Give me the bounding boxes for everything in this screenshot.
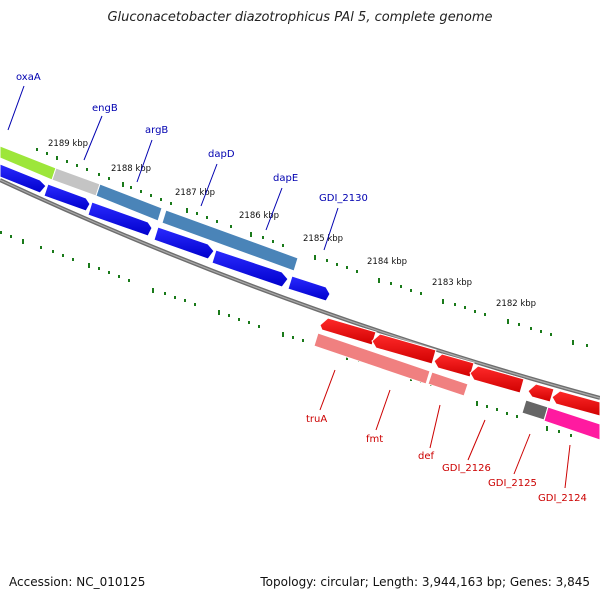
gene-arrow-engB[interactable]	[43, 183, 91, 212]
gene-label-engB[interactable]: engB	[92, 103, 118, 114]
gene-label-dapE[interactable]: dapE	[273, 173, 298, 184]
gene-label-argB[interactable]: argB	[145, 125, 168, 136]
map-title: Gluconacetobacter diazotrophicus PAl 5, …	[107, 10, 493, 25]
gene-feature-def[interactable]	[427, 371, 469, 397]
forward-strand-arrows	[0, 163, 331, 302]
kbp-label: 2186 kbp	[239, 211, 279, 221]
reverse-leader-lines	[319, 369, 571, 489]
gene-label-GDI_2125[interactable]: GDI_2125	[488, 478, 537, 489]
gene-arrow-def[interactable]	[433, 353, 475, 378]
gene-label-fmt[interactable]: fmt	[366, 434, 383, 445]
gene-arrow-argB[interactable]	[87, 201, 153, 237]
forward-strand-genes	[0, 145, 299, 272]
gene-arrow-dapD[interactable]	[153, 226, 215, 260]
kbp-label: 2188 kbp	[111, 164, 151, 174]
gene-feature-GDI_2124[interactable]	[543, 406, 600, 441]
gene-label-GDI_2130[interactable]: GDI_2130	[319, 193, 368, 204]
gene-arrow-oxaA[interactable]	[0, 163, 47, 194]
gene-label-dapD[interactable]: dapD	[208, 149, 235, 160]
gene-label-def[interactable]: def	[418, 451, 435, 462]
reverse-strand-genes	[313, 332, 600, 441]
kbp-label: 2187 kbp	[175, 188, 215, 198]
gene-label-truA[interactable]: truA	[306, 414, 327, 425]
forward-leader-lines	[7, 85, 339, 251]
gene-arrow-truA[interactable]	[319, 317, 377, 346]
upper-scale-ticks	[36, 148, 588, 347]
gene-feature-GDI_2125[interactable]	[521, 399, 549, 421]
kbp-label: 2183 kbp	[432, 278, 472, 288]
gene-arrow-GDI_2130[interactable]	[287, 275, 331, 302]
gene-arrow-GDI_2126[interactable]	[469, 365, 525, 394]
gene-feature-dapD[interactable]	[161, 209, 299, 272]
gene-feature-argB[interactable]	[95, 183, 163, 222]
gene-arrow-dapE[interactable]	[211, 249, 289, 288]
accession-text: Accession: NC_010125	[9, 575, 146, 589]
kbp-label: 2184 kbp	[367, 257, 407, 267]
gene-arrow-GDI_2125[interactable]	[527, 383, 555, 403]
gene-label-oxaA[interactable]: oxaA	[16, 72, 41, 83]
reverse-gene-labels: truA fmt def GDI_2126 GDI_2125 GDI_2124	[306, 414, 587, 504]
kbp-label: 2189 kbp	[48, 139, 88, 149]
kbp-labels: 2189 kbp 2188 kbp 2187 kbp 2186 kbp 2185…	[48, 139, 536, 309]
gene-feature-truA[interactable]	[313, 332, 431, 385]
kbp-label: 2182 kbp	[496, 299, 536, 309]
gene-label-GDI_2126[interactable]: GDI_2126	[442, 463, 491, 474]
reverse-strand-arrows	[319, 317, 600, 417]
gene-arrow-fmt[interactable]	[371, 333, 437, 365]
genome-summary-text: Topology: circular; Length: 3,944,163 bp…	[260, 575, 590, 589]
forward-gene-labels: oxaA engB argB dapD dapE GDI_2130	[16, 72, 368, 204]
gene-arrow-GDI_2124[interactable]	[551, 390, 600, 417]
gene-label-GDI_2124[interactable]: GDI_2124	[538, 493, 587, 504]
kbp-label: 2185 kbp	[303, 234, 343, 244]
